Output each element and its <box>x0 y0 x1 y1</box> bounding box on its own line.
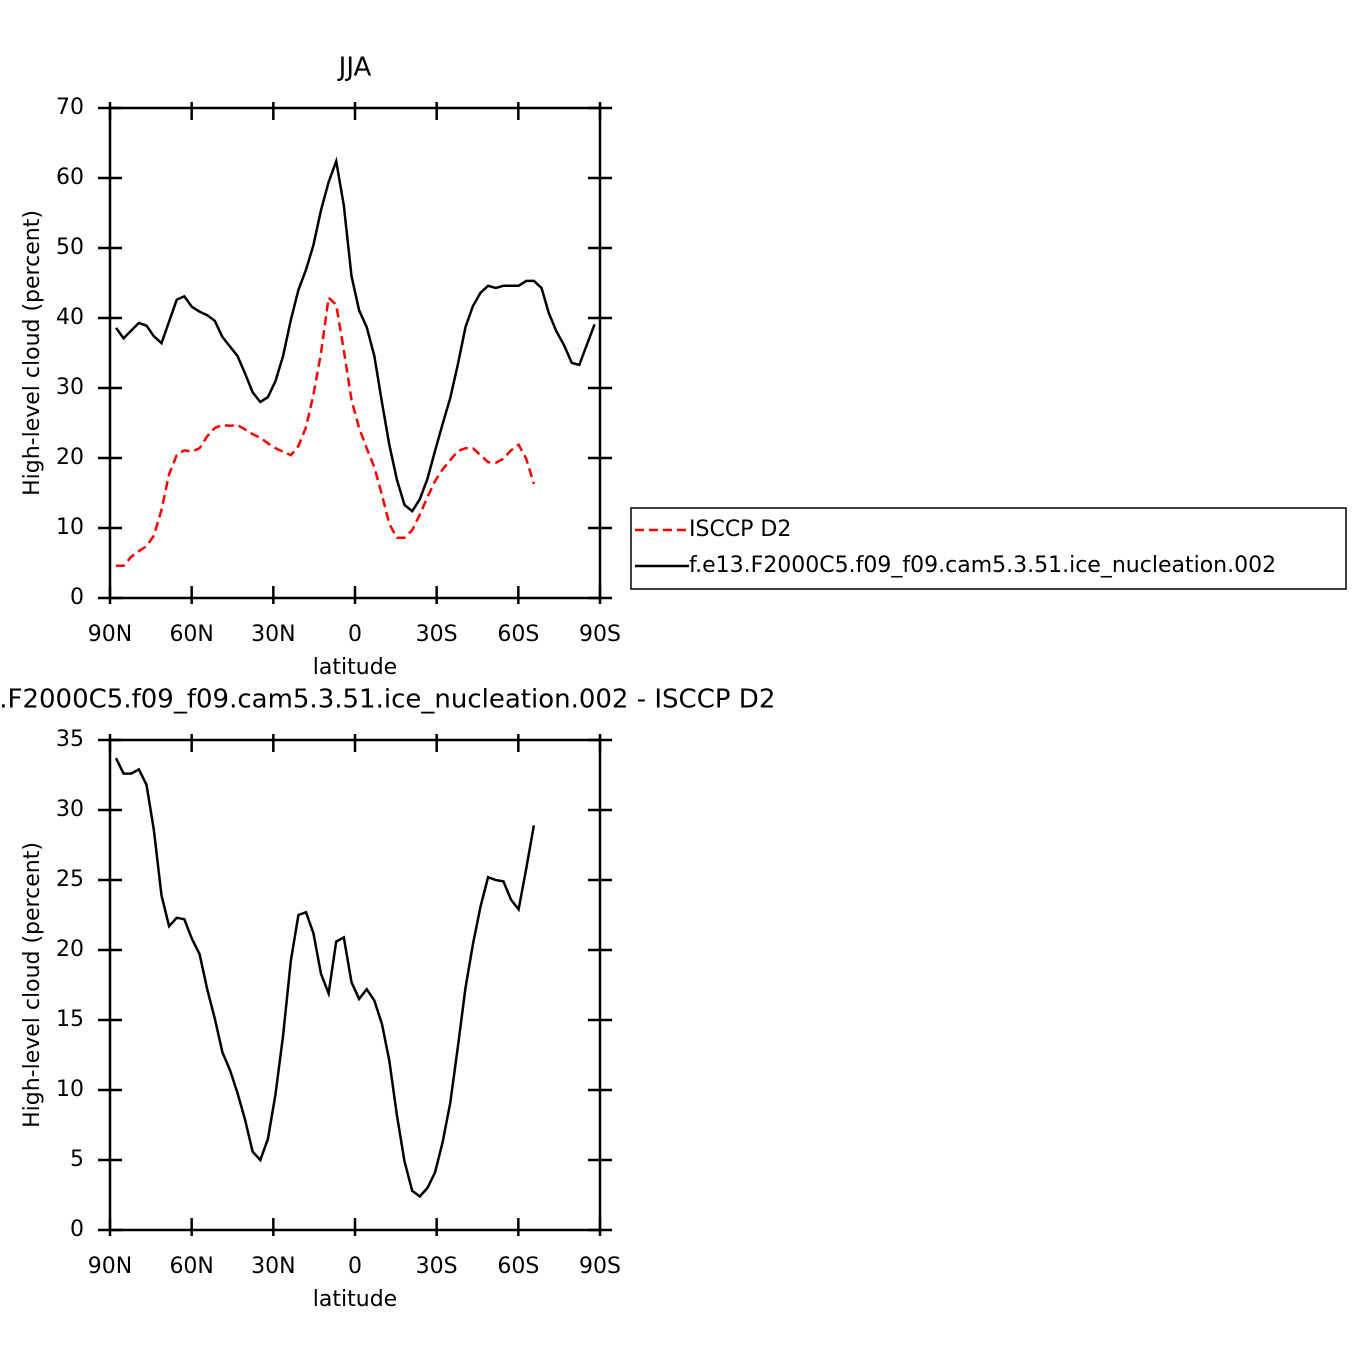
y-tick-label: 0 <box>70 585 84 610</box>
plot-frame <box>108 106 602 600</box>
legend-box <box>630 507 1347 590</box>
x-tick-label: 30N <box>251 1254 295 1279</box>
y-tick-label: 0 <box>70 1217 84 1242</box>
y-tick-label: 40 <box>56 305 84 330</box>
legend-label: f.e13.F2000C5.f09_f09.cam5.3.51.ice_nucl… <box>689 553 1276 578</box>
y-tick-label: 20 <box>56 445 84 470</box>
y-tick-label: 30 <box>56 797 84 822</box>
series-line <box>116 295 536 568</box>
y-tick-label: 5 <box>70 1147 84 1172</box>
chart-title: f.e13.F2000C5.f09_f09.cam5.3.51.ice_nucl… <box>0 685 775 715</box>
y-tick-label: 10 <box>56 1077 84 1102</box>
x-tick-label: 30N <box>251 622 295 647</box>
x-tick-label: 60S <box>497 1254 539 1279</box>
plot-frame <box>108 738 602 1232</box>
x-axis-label: latitude <box>313 1287 397 1312</box>
x-tick-label: 30S <box>416 1254 458 1279</box>
series-line <box>114 156 596 514</box>
y-tick-label: 20 <box>56 937 84 962</box>
y-tick-label: 35 <box>56 727 84 752</box>
series-line <box>114 757 536 1199</box>
x-tick-label: 60N <box>169 1254 213 1279</box>
x-tick-label: 90S <box>579 622 621 647</box>
y-tick-label: 10 <box>56 515 84 540</box>
y-axis-label: High-level cloud (percent) <box>20 842 45 1128</box>
chart-title: JJA <box>337 53 372 83</box>
x-tick-label: 90N <box>88 622 132 647</box>
y-tick-label: 50 <box>56 235 84 260</box>
y-tick-label: 15 <box>56 1007 84 1032</box>
x-tick-label: 0 <box>348 622 362 647</box>
y-tick-label: 70 <box>56 95 84 120</box>
x-tick-label: 90N <box>88 1254 132 1279</box>
y-tick-label: 60 <box>56 165 84 190</box>
x-tick-label: 90S <box>579 1254 621 1279</box>
x-tick-label: 60S <box>497 622 539 647</box>
legend-label: ISCCP D2 <box>689 517 791 542</box>
y-tick-label: 30 <box>56 375 84 400</box>
x-tick-label: 60N <box>169 622 213 647</box>
y-axis-label: High-level cloud (percent) <box>20 210 45 496</box>
x-tick-label: 0 <box>348 1254 362 1279</box>
x-axis-label: latitude <box>313 655 397 680</box>
y-tick-label: 25 <box>56 867 84 892</box>
x-tick-label: 30S <box>416 622 458 647</box>
